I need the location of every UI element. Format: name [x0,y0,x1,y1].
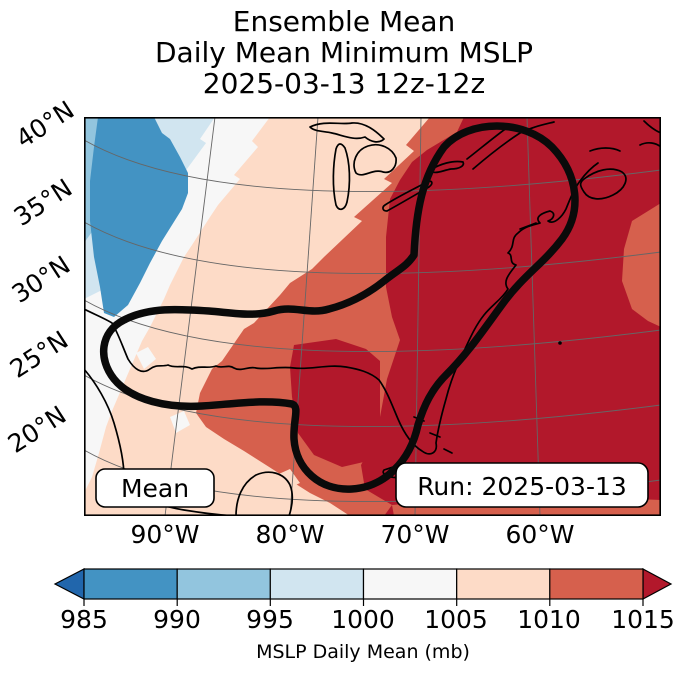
colorbar-over-arrow [642,567,673,601]
annotation-mean: Mean [95,468,215,508]
lon-tick-90w: 90°W [130,520,200,549]
cb-tick-1005: 1005 [424,605,488,634]
lat-tick-30n: 30°N [6,250,76,309]
colorbar-label: MSLP Daily Mean (mb) [256,641,470,663]
colorbar-seg-1000-1005 [362,568,458,600]
run-box [395,462,649,508]
map-axes: Mean Run: 2025-03-13 [84,117,661,516]
title-line-1: Ensemble Mean [232,5,456,38]
lon-tick-60w: 60°W [505,520,575,549]
lat-tick-20n: 20°N [2,400,72,459]
patch-white-pocket-1 [136,347,156,369]
thick-contour [99,122,579,493]
colorbar-seg-995-1000 [269,568,365,600]
plot-title: Ensemble Mean Daily Mean Minimum MSLP 20… [0,6,688,99]
map-frame [84,117,661,516]
mean-box-label: Mean [121,474,189,503]
map-canvas: Mean Run: 2025-03-13 [84,117,661,516]
lat-tick-25n: 25°N [4,325,74,384]
lon-tick-70w: 70°W [380,520,450,549]
lat-tick-40n: 40°N [10,95,80,154]
cb-tick-1015: 1015 [611,605,675,634]
band-985-990-low-center [90,117,188,317]
title-line-2: Daily Mean Minimum MSLP [154,36,533,69]
patch-right-edge-1010-1015 [622,203,661,327]
lat-tick-35n: 35°N [8,173,78,232]
colorbar [53,567,673,606]
patch-white-pocket-2 [170,411,190,433]
cb-tick-990: 990 [153,605,201,634]
cb-tick-995: 995 [246,605,294,634]
colorbar-tick-marks [83,599,644,606]
lon-tick-80w: 80°W [255,520,325,549]
annotation-run: Run: 2025-03-13 [395,462,649,508]
colorbar-seg-990-995 [176,568,271,600]
cb-tick-1000: 1000 [331,605,395,634]
title-line-3: 2025-03-13 12z-12z [202,67,486,100]
mean-box [95,468,215,508]
colorbar-seg-985-990 [83,568,178,600]
cb-tick-985: 985 [60,605,108,634]
colorbar-seg-1005-1010 [456,568,551,600]
colorbar-under-arrow [53,568,85,600]
cb-tick-1010: 1010 [517,605,581,634]
patch-florida-over-1015 [290,339,380,467]
colorbar-seg-1010-1015 [549,568,644,600]
run-box-label: Run: 2025-03-13 [417,472,627,501]
